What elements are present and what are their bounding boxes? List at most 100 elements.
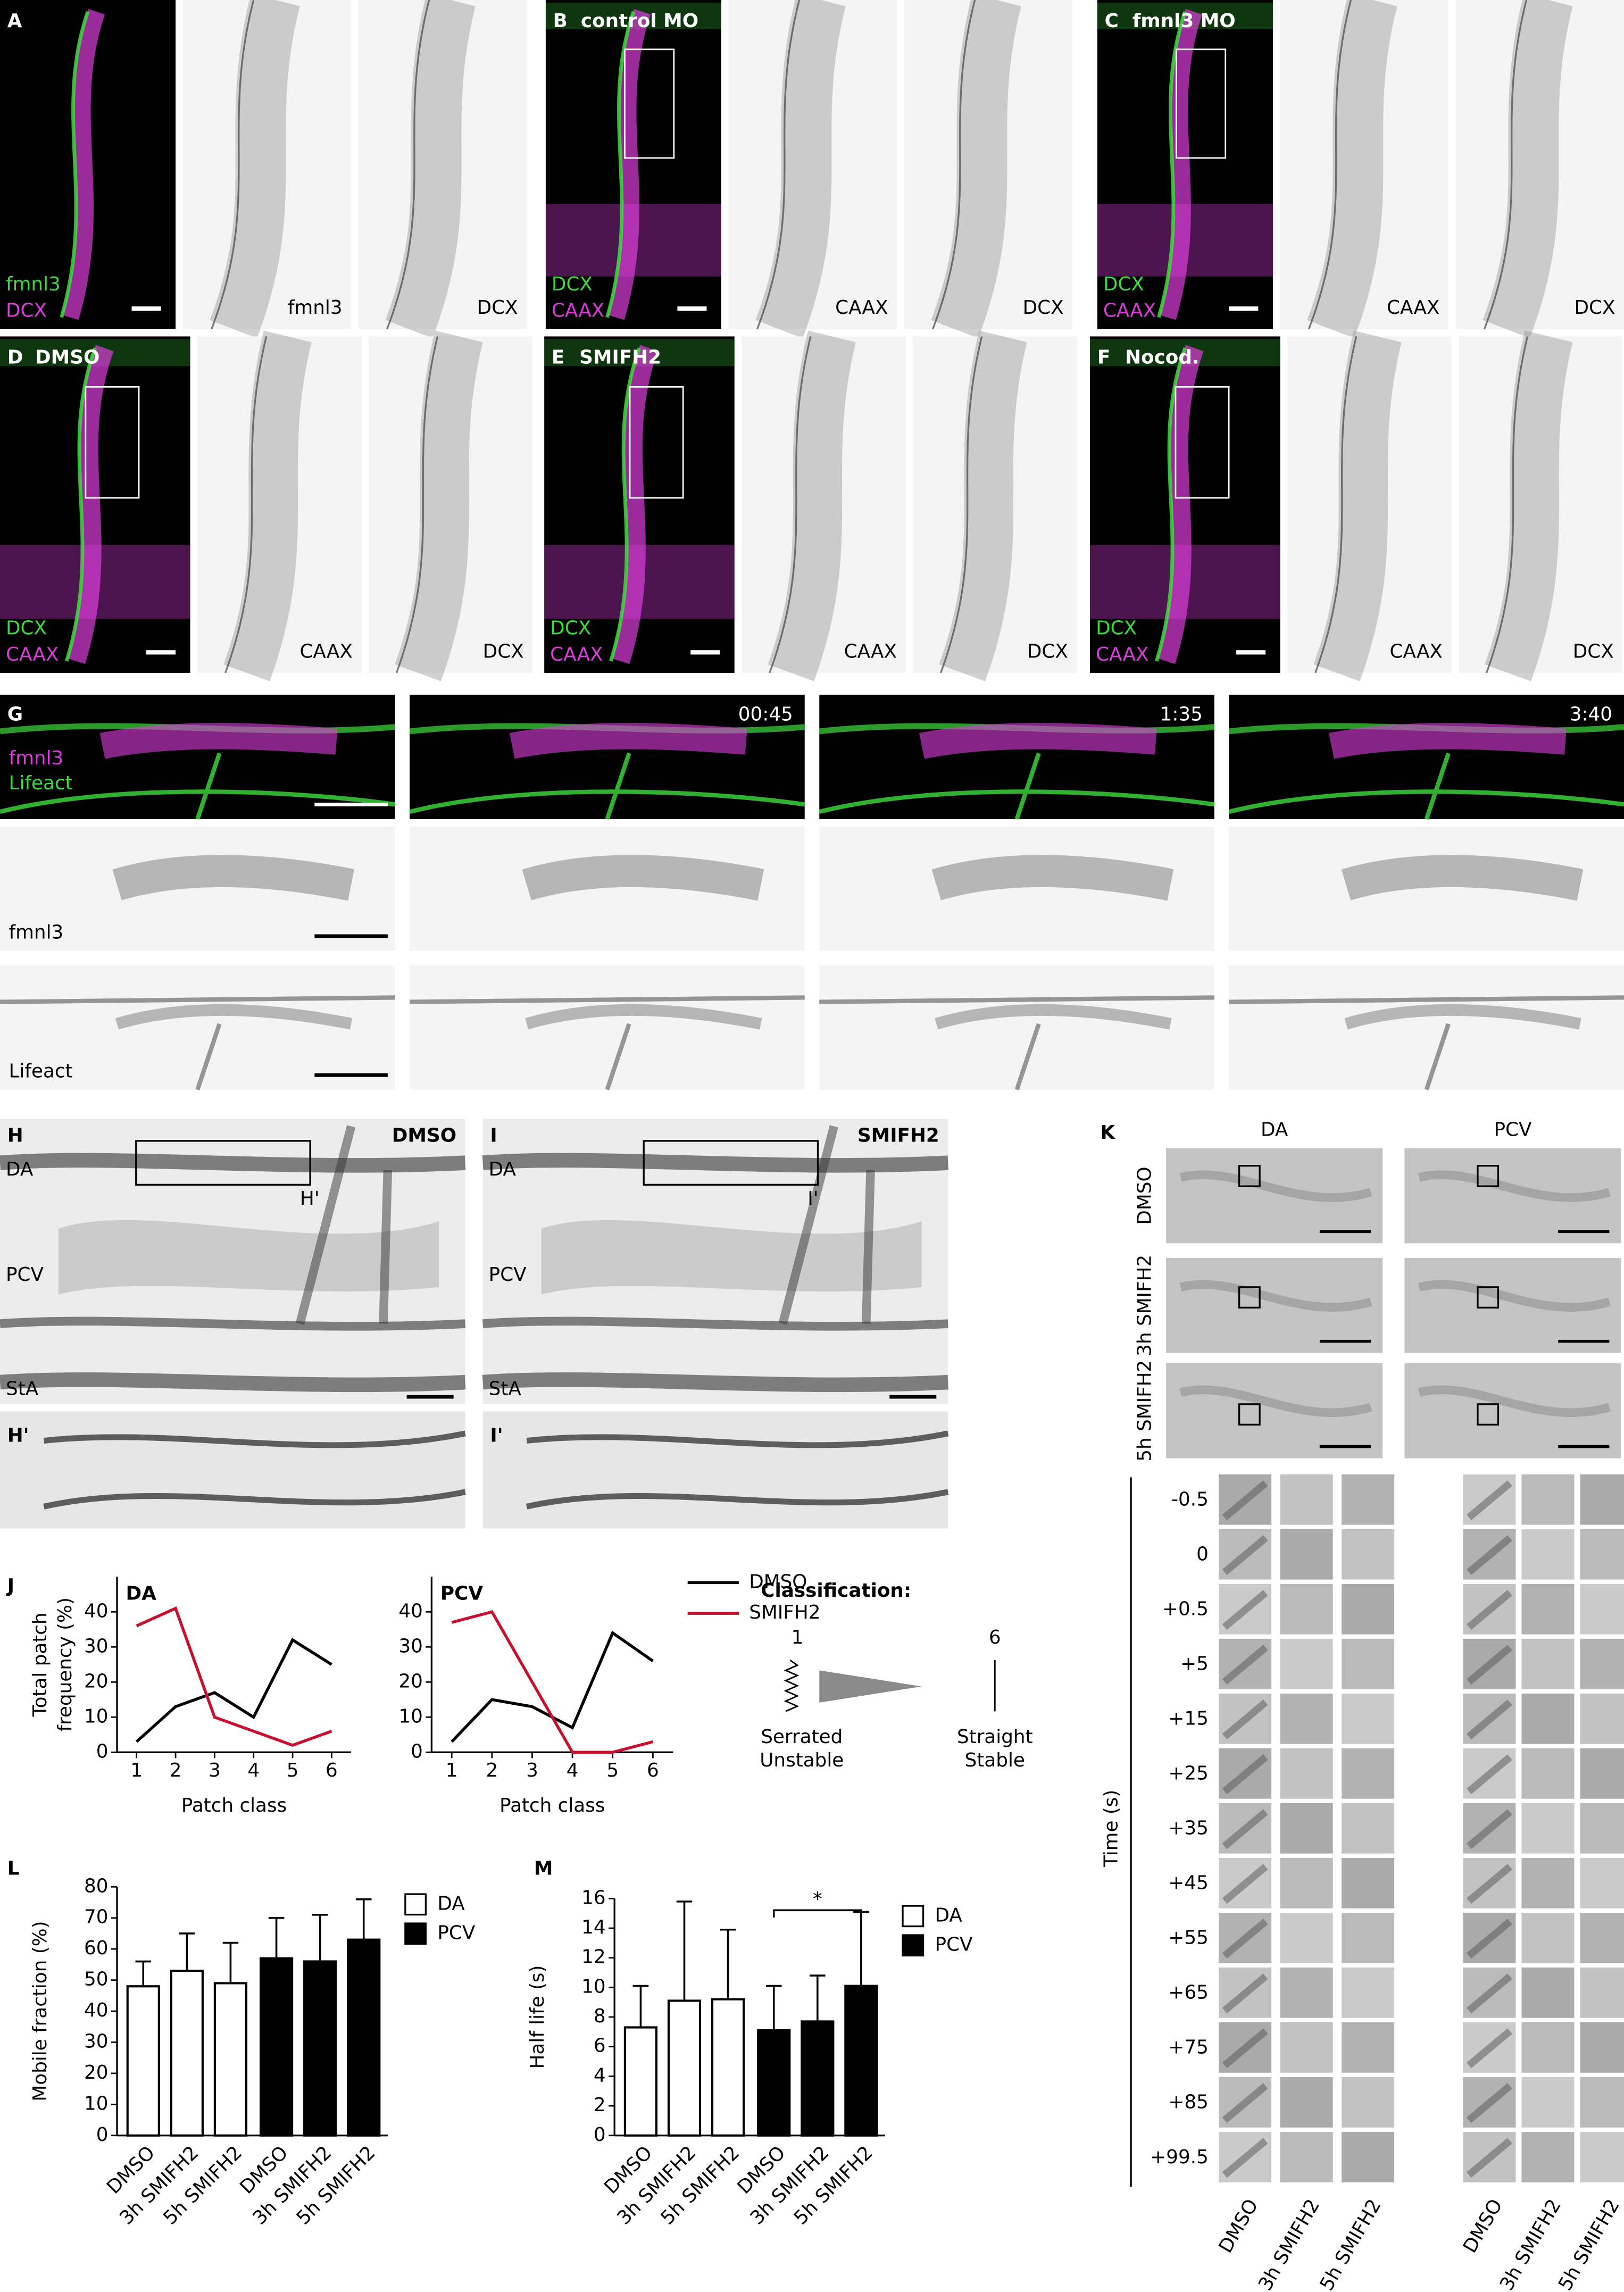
row-label: DMSO: [1134, 1166, 1156, 1224]
vessel-lumen: [541, 1220, 922, 1295]
bar: [347, 1938, 381, 2137]
x-axis-label: Patch class: [499, 1795, 605, 1816]
column-label: 5h SMIFH2: [1316, 2196, 1386, 2292]
legend-swatch: [404, 1922, 427, 1945]
inverted-image: [728, 0, 897, 329]
channel-caption: DCX: [1023, 297, 1064, 319]
bar: [126, 1985, 160, 2137]
y-tick-label: 0: [96, 2124, 109, 2146]
panel-title: DMSO: [392, 1125, 456, 1147]
kymograph-tile: [1280, 1967, 1333, 2018]
junction-signal: [1467, 1699, 1512, 1740]
column-label: DA: [1261, 1119, 1288, 1141]
bar: [259, 1957, 294, 2137]
cell-edge: [932, 0, 976, 330]
panel-letter: D: [7, 347, 23, 369]
time-label: -0.5: [1171, 1489, 1209, 1511]
time-label: +0.5: [1162, 1598, 1209, 1620]
channel-label: DCX: [1096, 617, 1137, 639]
class-label: Stable: [965, 1749, 1025, 1771]
time-label: +55: [1168, 1927, 1208, 1949]
inverted-image: [1229, 965, 1624, 1090]
inset-label: H': [300, 1188, 320, 1210]
inset-box: [1175, 48, 1227, 159]
junction-signal: [1222, 1590, 1268, 1630]
junction-signal: [1222, 2028, 1268, 2069]
cell-structure: [1341, 855, 1584, 901]
vessel-signal: [0, 752, 396, 820]
cell-signal: [62, 9, 105, 320]
vessel-signal: [409, 752, 805, 820]
bar: [844, 1985, 878, 2137]
time-label: +5: [1180, 1653, 1209, 1675]
panel-title: DMSO: [35, 347, 99, 369]
vessel-label: DA: [489, 1158, 517, 1180]
kymograph-tile: [1521, 1638, 1575, 1689]
kymograph-tile: [1521, 1803, 1575, 1854]
roi-box: [1477, 1164, 1500, 1187]
y-tick-label: 30: [398, 1635, 423, 1657]
kymograph-tile: [1580, 1583, 1624, 1635]
bar: [213, 1982, 248, 2137]
bar: [623, 2026, 658, 2137]
cell-edge: [1486, 336, 1529, 673]
cell-structure: [395, 330, 483, 681]
channel-caption: DCX: [483, 640, 524, 662]
zoom-image: [482, 1411, 948, 1529]
junction-signal: [1467, 1864, 1512, 1904]
cell-structure: [768, 330, 856, 681]
cell-structure: [1418, 1280, 1611, 1312]
bar: [711, 1998, 745, 2137]
panel-title: control MO: [581, 10, 698, 32]
time-label: +75: [1168, 2037, 1208, 2058]
kymograph-tile: [1342, 1803, 1395, 1854]
cell-structure: [385, 0, 476, 338]
kymograph-tile: [1342, 1912, 1395, 1963]
kymograph-tile: [1580, 1529, 1624, 1580]
legend-swatch: [404, 1893, 427, 1916]
kymograph-tile: [1280, 1857, 1333, 1908]
channel-caption: fmnl3: [288, 297, 343, 319]
inverted-image: [913, 336, 1077, 673]
kymograph-tile: [1521, 1857, 1575, 1908]
time-label: +85: [1168, 2091, 1208, 2113]
y-tick-label: 6: [594, 2035, 606, 2057]
y-tick-label: 0: [594, 2124, 606, 2146]
confocal-image: [1404, 1148, 1621, 1244]
kymograph-tile: [1342, 2131, 1395, 2182]
x-tick-label: 3: [209, 1760, 221, 1781]
vessel-wall: [482, 1372, 948, 1393]
x-tick-label: 6: [326, 1760, 338, 1781]
inverted-image: [358, 0, 527, 329]
y-axis-label: Mobile fraction (%): [29, 1921, 51, 2101]
kymograph-tile: [1280, 1529, 1333, 1580]
kymograph-tile: [1521, 2022, 1575, 2073]
cell-edge: [1483, 0, 1528, 330]
junction-signal: [1467, 1754, 1512, 1795]
cell-signal: [609, 347, 642, 662]
kymograph-tile: [1280, 1693, 1333, 1744]
gradient-triangle: [819, 1670, 922, 1703]
kymograph-tile: [1580, 1474, 1624, 1525]
cell-structure: [1307, 0, 1397, 338]
cell-edge: [940, 336, 983, 673]
kymograph-tile: [1580, 2077, 1624, 2128]
cell-structure: [525, 1004, 762, 1030]
zoom-image: [0, 1411, 465, 1529]
y-tick-label: 10: [398, 1705, 423, 1727]
panel-title: fmnl3 MO: [1132, 10, 1236, 32]
kymograph-tile: [1342, 2022, 1395, 2073]
kymograph-tile: [1342, 1967, 1395, 2018]
column-label: PCV: [1494, 1119, 1532, 1141]
kymograph-tile: [1280, 1474, 1333, 1525]
channel-label: Lifeact: [9, 772, 73, 794]
kymograph-tile: [1342, 1529, 1395, 1580]
roi-box: [1238, 1403, 1261, 1426]
inverted-image: [0, 965, 395, 1090]
time-label: 0: [1196, 1544, 1209, 1565]
cell-edge: [1314, 336, 1358, 673]
y-axis-label: frequency (%): [54, 1597, 76, 1732]
data-line: [135, 1638, 332, 1743]
kymograph-tile: [1342, 1474, 1395, 1525]
time-label: +25: [1168, 1763, 1208, 1785]
